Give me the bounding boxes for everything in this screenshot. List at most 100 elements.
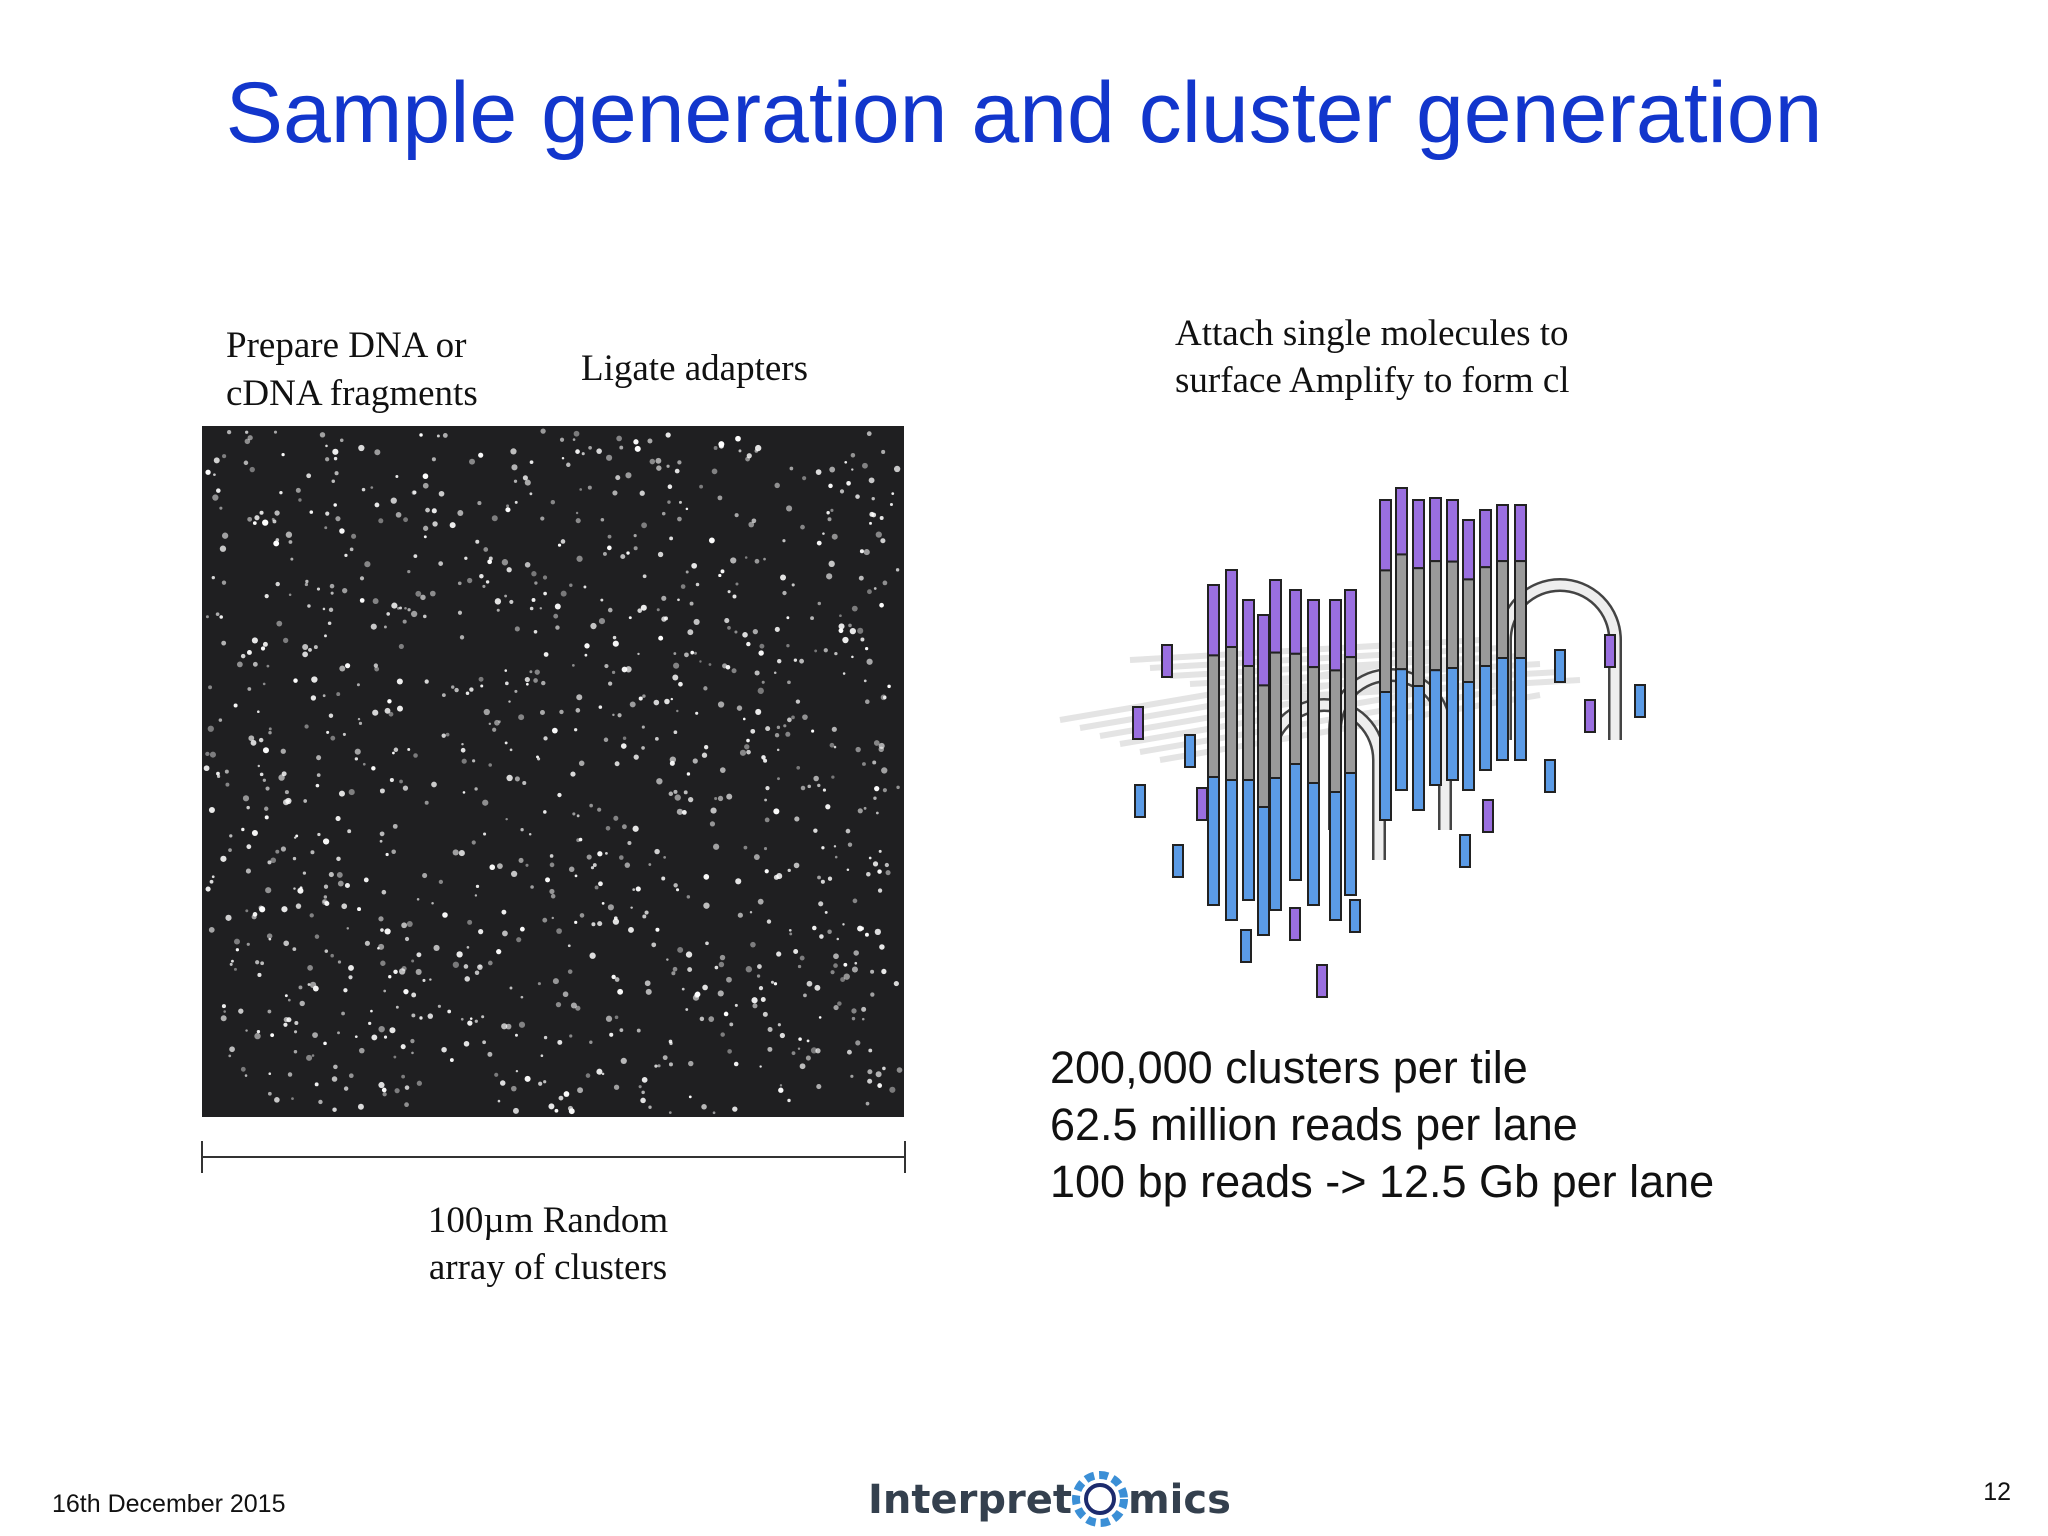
cluster-dot: [498, 720, 501, 723]
cluster-dot: [673, 730, 678, 735]
cluster-dot: [851, 605, 858, 612]
cluster-dot: [265, 887, 272, 894]
cluster-dot: [596, 1068, 603, 1075]
cluster-dot: [275, 538, 280, 542]
cluster-dot: [533, 678, 538, 683]
cluster-dot: [655, 736, 659, 741]
cluster-dot: [838, 628, 844, 634]
cluster-dot: [437, 1004, 441, 1008]
cluster-dot: [823, 648, 828, 653]
cluster-dot: [833, 963, 838, 968]
cluster-dot: [221, 532, 229, 539]
cluster-dot: [542, 917, 548, 923]
cluster-dot: [357, 1103, 364, 1110]
cluster-dot: [543, 736, 548, 741]
cluster-dot: [541, 680, 546, 686]
cluster-dot: [496, 949, 502, 955]
cluster-dot: [692, 994, 700, 1001]
cluster-dot: [441, 1046, 447, 1053]
cluster-dot: [838, 623, 845, 630]
short-strand: [1184, 734, 1196, 768]
strand-mid: [1257, 684, 1270, 809]
cluster-dot: [842, 636, 849, 644]
cluster-dot: [348, 1073, 354, 1079]
cluster-dot: [596, 448, 602, 454]
cluster-dot: [334, 471, 339, 476]
cluster-dot: [316, 755, 322, 761]
cluster-dot: [295, 487, 301, 493]
cluster-dot: [262, 747, 269, 754]
cluster-dot: [508, 700, 511, 703]
cluster-dot: [624, 862, 631, 868]
cluster-dot: [818, 1016, 822, 1019]
cluster-dot: [529, 606, 534, 611]
cluster-dot: [733, 1061, 739, 1067]
cluster-dot: [684, 652, 689, 658]
strand-mid: [1307, 666, 1320, 784]
cluster-dot: [763, 557, 766, 561]
cluster-dot: [615, 475, 621, 481]
cluster-dot: [647, 438, 653, 444]
cluster-dot: [401, 965, 407, 972]
cluster-dot: [885, 870, 891, 876]
cluster-dot: [703, 686, 708, 691]
cluster-dot: [543, 1035, 548, 1040]
strand-top: [1446, 499, 1459, 563]
cluster-dot: [316, 773, 321, 777]
cluster-dot: [867, 589, 872, 595]
cluster-dot: [851, 468, 854, 471]
cluster-dot: [247, 516, 253, 522]
cluster-dot: [514, 1033, 518, 1037]
slide-title: Sample generation and cluster generation: [226, 65, 1823, 161]
cluster-dot: [605, 825, 611, 831]
cluster-dot: [330, 735, 336, 741]
cluster-dot: [383, 1035, 388, 1039]
cluster-dot: [330, 591, 334, 595]
cluster-dot: [868, 1048, 873, 1053]
cluster-dot: [726, 976, 732, 983]
cluster-dot: [422, 978, 426, 982]
cluster-dot: [423, 525, 429, 531]
cluster-dot: [666, 958, 669, 961]
strand-mid: [1412, 567, 1425, 688]
cluster-dot: [384, 707, 391, 714]
cluster-dot: [422, 473, 429, 480]
cluster-dot: [873, 796, 877, 800]
cluster-dot: [252, 661, 258, 667]
cluster-dot: [699, 484, 704, 489]
cluster-dot: [256, 1029, 261, 1034]
cluster-dot: [531, 571, 537, 577]
cluster-dot: [653, 699, 660, 706]
cluster-dot: [328, 872, 334, 878]
cluster-dot: [744, 744, 750, 750]
cluster-dot: [257, 710, 260, 714]
strand-mid: [1269, 651, 1282, 779]
cluster-dot: [522, 780, 527, 786]
strand-bottom: [1225, 779, 1238, 921]
cluster-dot: [777, 777, 780, 781]
cluster-dot: [708, 1016, 715, 1022]
cluster-dot: [685, 1008, 689, 1011]
cluster-dot: [299, 1000, 305, 1007]
cluster-dot: [661, 595, 667, 601]
cluster-dot: [613, 1084, 620, 1090]
cluster-dot: [295, 903, 302, 909]
cluster-dot: [732, 1106, 738, 1112]
logo-ring: [1072, 1471, 1128, 1527]
cluster-dot: [819, 934, 824, 939]
cluster-dot: [682, 810, 687, 815]
cluster-dot: [604, 664, 609, 669]
cluster-dot: [763, 847, 768, 851]
cluster-dot: [354, 748, 361, 755]
cluster-dot: [873, 740, 880, 746]
cluster-dot: [267, 1091, 272, 1096]
cluster-dot: [348, 789, 355, 796]
cluster-dot: [833, 745, 837, 749]
cluster-dot: [313, 645, 318, 650]
cluster-dot: [242, 795, 250, 802]
cluster-dot: [641, 725, 645, 729]
strand-mid: [1225, 646, 1238, 781]
cluster-dot: [461, 758, 467, 764]
cluster-dot: [662, 1055, 668, 1061]
cluster-dot: [554, 603, 561, 610]
